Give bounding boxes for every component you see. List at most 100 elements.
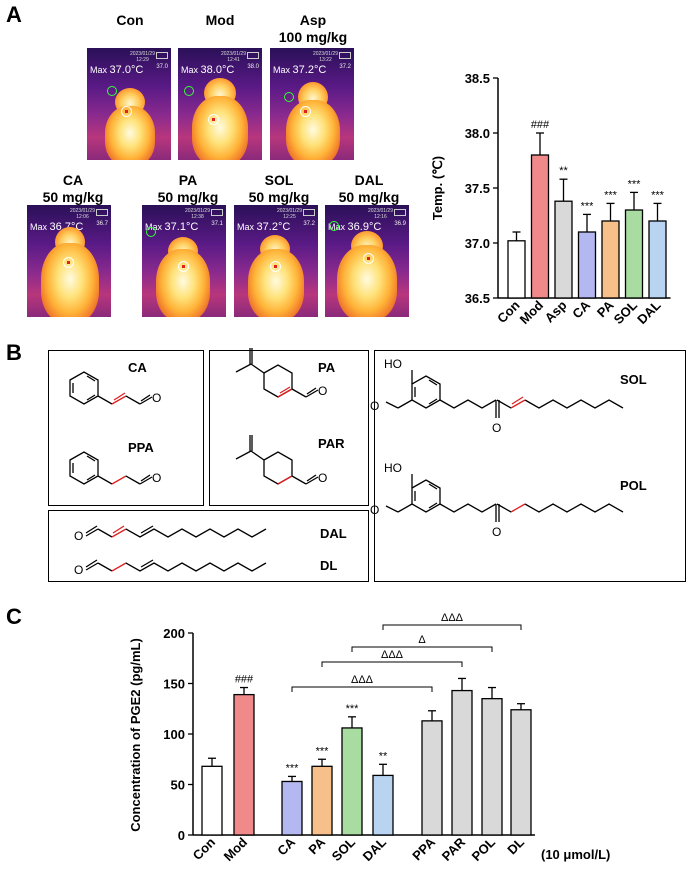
x-tick-label: DAL xyxy=(360,834,390,864)
x-tick-label: SOL xyxy=(611,297,641,327)
atom-o-dl: O xyxy=(74,563,83,577)
x-tick-label: Mod xyxy=(221,834,251,864)
bar xyxy=(648,220,667,299)
thermal-image-sol: 2023/01/29 12:25 Max 37.2°C 37.2 xyxy=(234,205,318,317)
atom-o-sol-ketone: O xyxy=(492,421,501,435)
label-par: PAR xyxy=(318,436,345,451)
panel-label-a: A xyxy=(6,2,22,27)
bar xyxy=(554,200,573,299)
y-tick-label: 38.5 xyxy=(465,71,490,86)
bar xyxy=(341,727,363,836)
x-tick-label: Con xyxy=(190,834,219,863)
bar xyxy=(281,780,303,836)
structure-box-dal-dl xyxy=(48,510,369,582)
x-tick-label: Con xyxy=(494,297,523,326)
y-tick-label: 36.5 xyxy=(465,291,490,306)
label-pa: PA xyxy=(318,360,336,375)
thermal-title-sol: SOL 50 mg/kg xyxy=(248,172,310,205)
atom-o-pol-methoxy: O xyxy=(370,503,379,517)
x-tick-label: PA xyxy=(305,834,328,857)
bar xyxy=(624,209,644,299)
significance-mark: *** xyxy=(628,178,642,190)
structure-box-sol-pol xyxy=(374,350,686,582)
y-tick-label: 100 xyxy=(163,727,185,742)
comparison-bracket xyxy=(321,661,463,667)
bar xyxy=(601,220,620,299)
significance-mark: *** xyxy=(604,189,618,201)
significance-mark: ** xyxy=(559,165,568,177)
bar xyxy=(372,774,394,836)
sol-ring xyxy=(411,375,441,409)
comparison-bracket xyxy=(351,646,493,652)
thermal-image-con: 2023/01/29 12:29 Max 37.0°C 37.0 xyxy=(87,48,171,160)
x-tick-label: Asp xyxy=(542,297,570,325)
x-tick-label: CA xyxy=(274,834,298,858)
bar xyxy=(481,698,503,836)
x-tick-label: CA xyxy=(569,297,593,321)
significance-mark: *** xyxy=(651,189,665,201)
y-tick-label: 0 xyxy=(178,828,185,843)
pol-ring xyxy=(411,479,441,513)
x-tick-label: PPA xyxy=(409,834,438,863)
significance-mark: *** xyxy=(346,703,360,715)
thermal-title-ca: CA 50 mg/kg xyxy=(42,172,104,205)
bar xyxy=(201,765,223,836)
panel-label-c: C xyxy=(6,604,22,629)
label-ca: CA xyxy=(128,360,147,375)
structure-box-ca-ppa xyxy=(48,350,204,506)
thermal-image-mod: 2023/01/29 12:41 Max 38.0°C 38.0 xyxy=(178,48,262,160)
y-tick-label: 38.0 xyxy=(465,126,490,141)
thermal-title-con: Con xyxy=(116,12,144,28)
bar xyxy=(577,231,597,299)
thermal-image-dal: 2023/01/29 12:16 Max 36.9°C 36.9 xyxy=(325,205,409,317)
thermal-image-pa: 2023/01/29 12:38 Max 37.1°C 37.1 xyxy=(142,205,226,317)
atom-o-ppa: O xyxy=(152,471,161,485)
comparison-bracket xyxy=(291,686,433,692)
unit-note: (10 μmol/L) xyxy=(541,847,610,862)
label-pol: POL xyxy=(620,478,647,493)
bar xyxy=(507,240,526,299)
thermal-title-dal: DAL 50 mg/kg xyxy=(338,172,400,205)
x-tick-label: PAR xyxy=(439,834,469,864)
y-axis-label: Concentration of PGE2 (pg/mL) xyxy=(128,638,143,832)
label-ppa: PPA xyxy=(128,440,154,455)
pa-ring xyxy=(263,364,293,398)
thermal-title-pa: PA 50 mg/kg xyxy=(157,172,219,205)
significance-mark: *** xyxy=(581,200,595,212)
x-tick-label: SOL xyxy=(329,834,359,864)
y-axis-label: Temp. (℃) xyxy=(430,156,445,220)
bar xyxy=(510,709,532,836)
comparison-label: ΔΔΔ xyxy=(441,612,464,624)
comparison-label: ΔΔΔ xyxy=(381,649,404,661)
atom-o-sol-methoxy: O xyxy=(370,399,379,413)
panel-label-b: B xyxy=(6,340,22,365)
ppa-benzene-ring xyxy=(69,451,99,485)
x-tick-label: POL xyxy=(469,834,499,864)
bar xyxy=(233,693,255,836)
y-tick-label: 37.0 xyxy=(465,236,490,251)
significance-mark: ** xyxy=(379,750,388,762)
temperature-bar-chart: 36.5 37.0 37.5 38.0 38.5 Temp. (℃) Con ### Mod **… xyxy=(430,71,671,327)
atom-o-dal: O xyxy=(74,529,83,543)
comparison-label: Δ xyxy=(418,634,426,646)
comparison-label: ΔΔΔ xyxy=(351,674,374,686)
bar xyxy=(530,154,550,299)
atom-ho-pol: HO xyxy=(384,461,402,475)
significance-mark: ### xyxy=(531,119,550,131)
label-sol: SOL xyxy=(620,372,647,387)
y-tick-label: 37.5 xyxy=(465,181,490,196)
x-tick-label: DAL xyxy=(634,297,664,327)
atom-o-ca: O xyxy=(152,391,161,405)
bar xyxy=(451,689,473,836)
y-tick-label: 50 xyxy=(171,778,185,793)
par-ring xyxy=(263,451,293,485)
label-dal: DAL xyxy=(320,526,347,541)
x-tick-label: DL xyxy=(504,834,527,857)
y-tick-label: 200 xyxy=(163,626,185,641)
thermal-title-asp: Asp 100 mg/kg xyxy=(278,12,348,45)
thermal-image-asp: 2023/01/29 13:22 Max 37.2°C 37.2 xyxy=(270,48,354,160)
structure-box-pa-par xyxy=(209,350,369,506)
atom-ho-sol: HO xyxy=(384,357,402,371)
atom-o-pol-ketone: O xyxy=(492,525,501,539)
